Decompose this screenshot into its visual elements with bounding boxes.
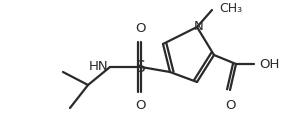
Text: CH₃: CH₃ <box>219 3 242 16</box>
Text: OH: OH <box>259 58 279 70</box>
Text: O: O <box>136 99 146 112</box>
Text: N: N <box>194 19 204 33</box>
Text: O: O <box>136 22 146 35</box>
Text: HN: HN <box>88 60 108 74</box>
Text: O: O <box>225 99 235 112</box>
Text: S: S <box>136 59 146 75</box>
